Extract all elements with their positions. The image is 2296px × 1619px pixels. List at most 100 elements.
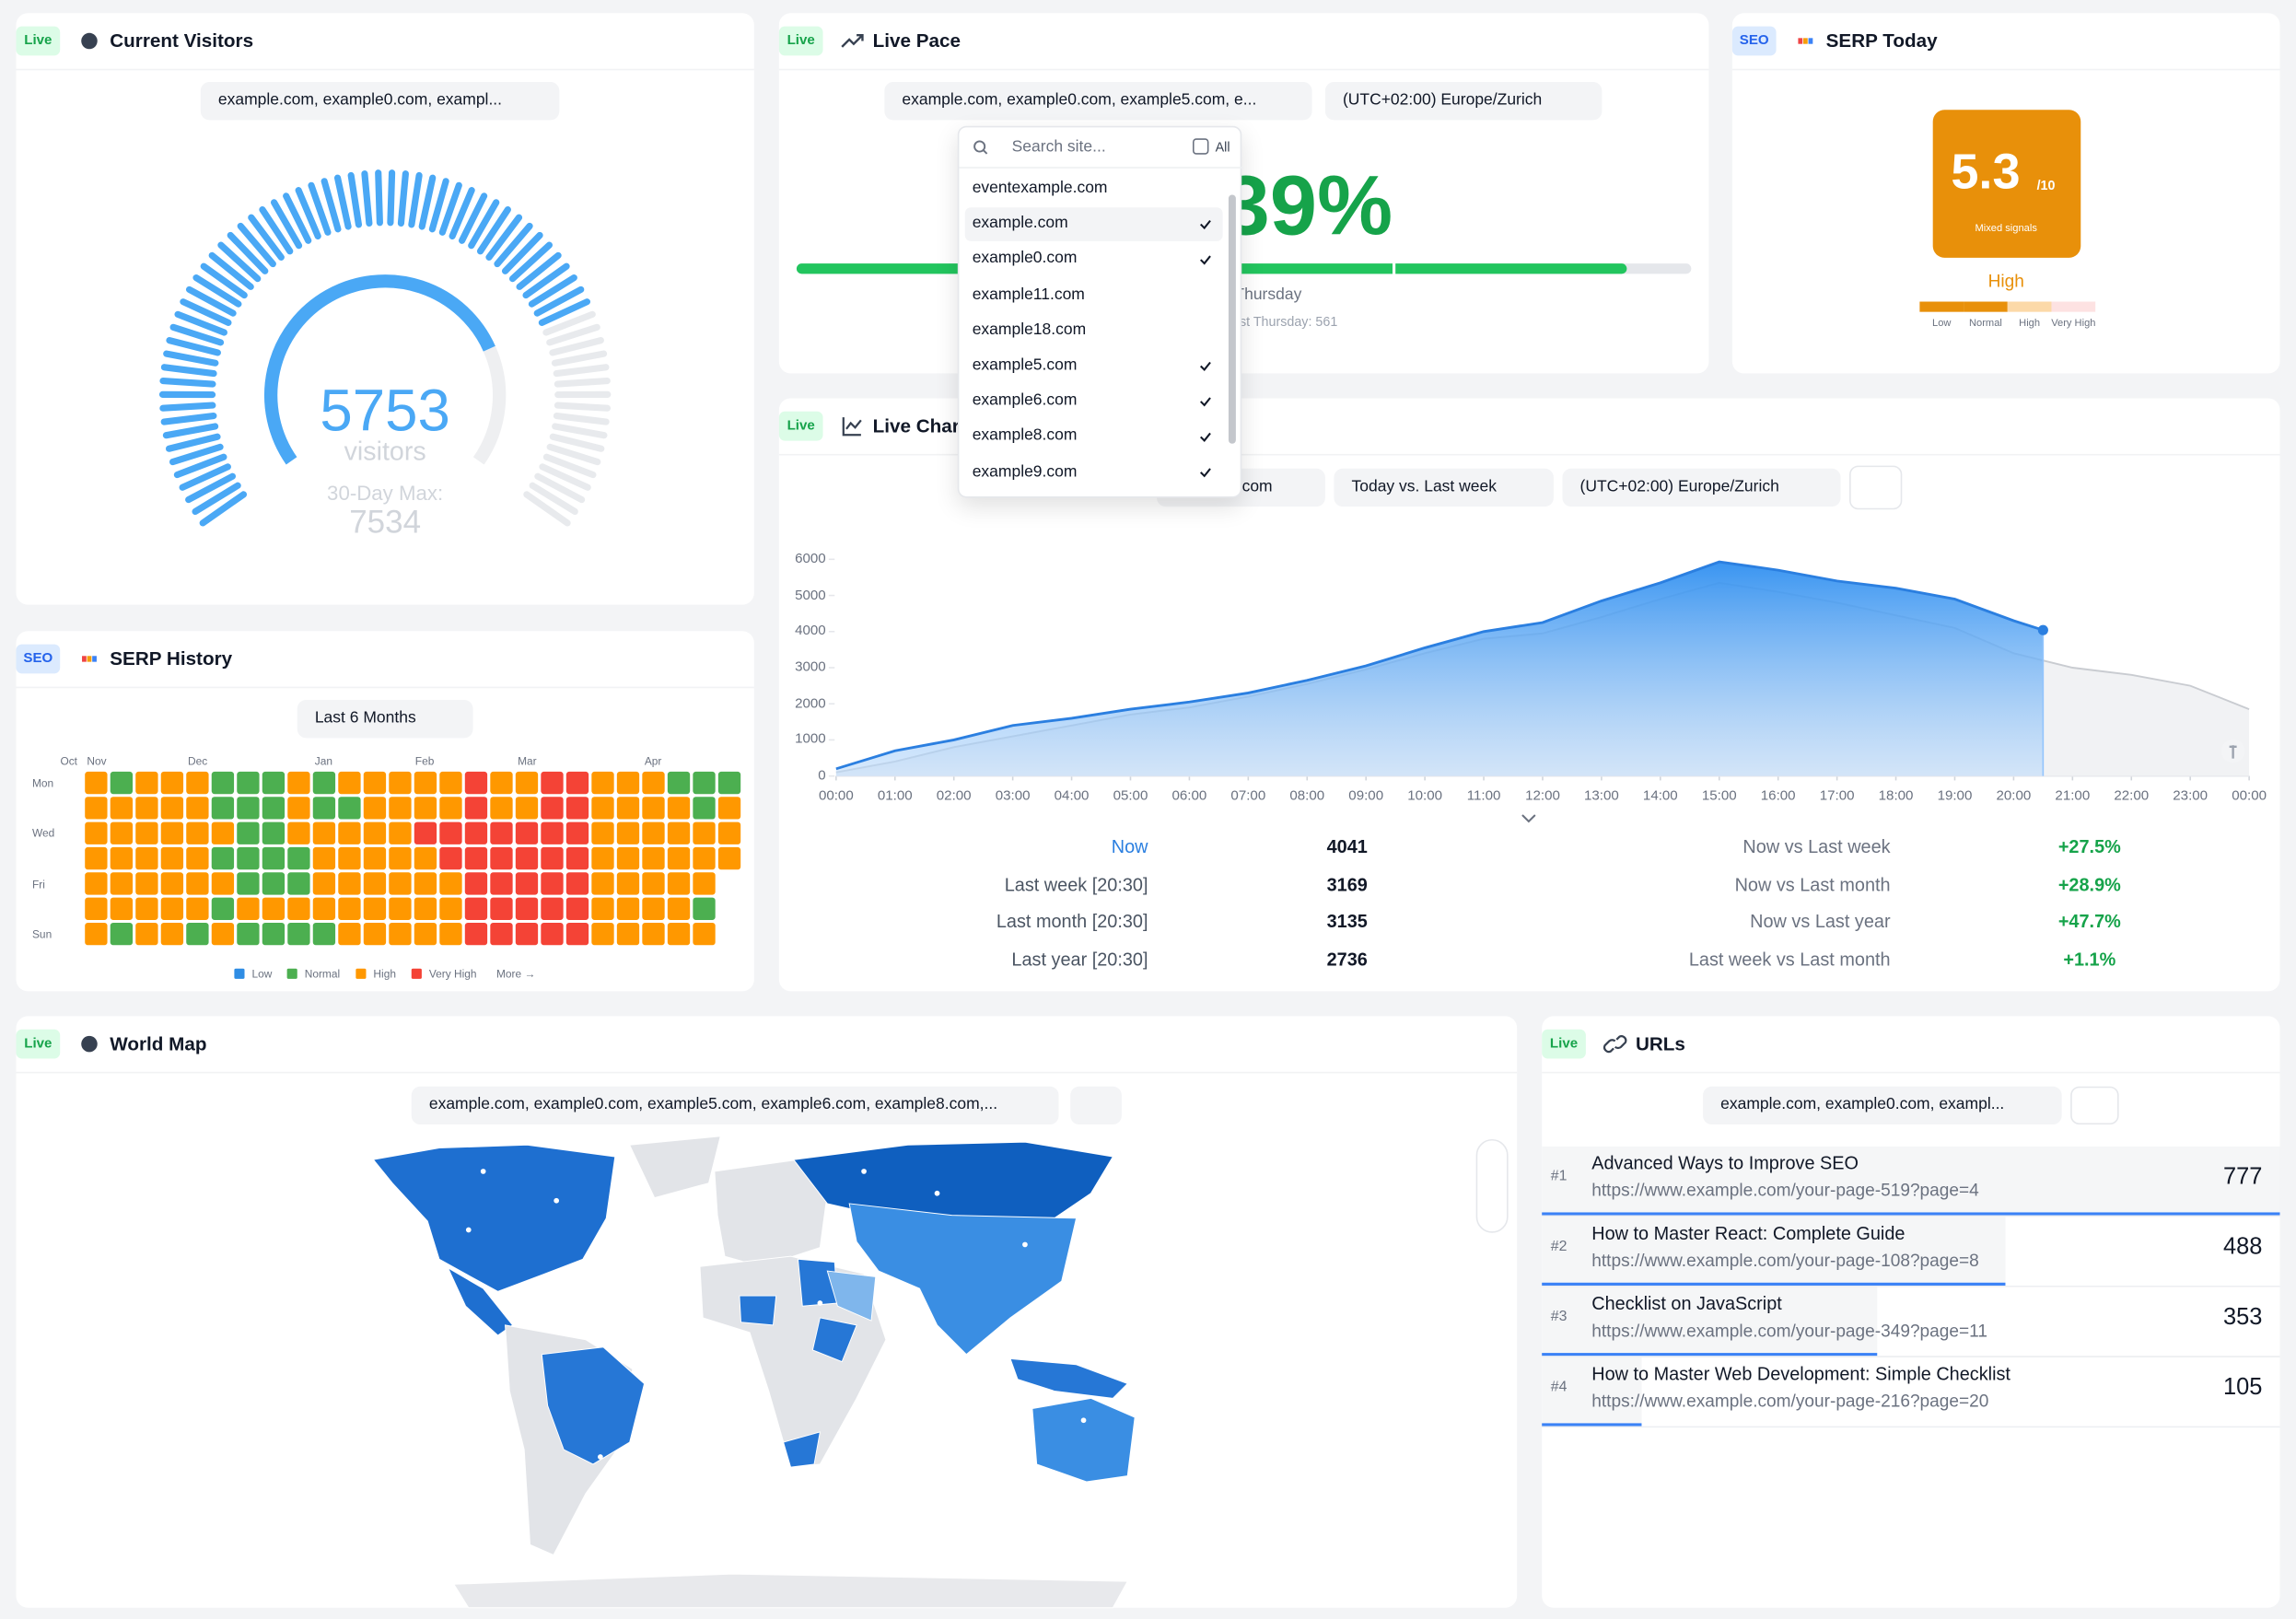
panel — [16, 631, 754, 992]
checkbox — [1192, 138, 1209, 155]
stat-value: 2736 — [1326, 949, 1368, 971]
select-text: Today vs. Last week — [1351, 477, 1497, 496]
divider — [16, 686, 754, 689]
url-title: Checklist on JavaScript — [1591, 1293, 1782, 1314]
y-tick-label: 0 — [818, 767, 826, 785]
badge — [778, 411, 823, 441]
badge-text: Live — [787, 417, 815, 435]
select[interactable] — [1703, 1086, 2062, 1125]
panel-title: Current Visitors — [110, 29, 254, 52]
day: Thursday — [1234, 285, 1302, 304]
layers-button[interactable] — [2070, 1086, 2119, 1125]
y-tick-label: 2000 — [795, 695, 826, 712]
x-tick-label: 03:00 — [995, 787, 1031, 805]
select[interactable] — [1334, 468, 1554, 507]
stat-value: 3169 — [1326, 874, 1368, 896]
select-text: example.com, example0.com, exampl... — [1720, 1095, 2005, 1113]
badge — [16, 1029, 61, 1059]
select[interactable] — [297, 699, 473, 739]
url-rank: #4 — [1550, 1379, 1568, 1396]
check-mark — [1200, 432, 1211, 442]
site-option: example8.com — [972, 426, 1078, 446]
select-text: (UTC+02:00) Europe/Zurich — [1579, 477, 1779, 496]
hover-row — [964, 207, 1223, 241]
x-tick-label: 09:00 — [1348, 787, 1384, 805]
caption: Mixed signals — [1975, 223, 2037, 235]
divider — [1542, 1071, 2280, 1074]
select[interactable] — [411, 1086, 1059, 1125]
divider — [16, 68, 754, 71]
divider — [778, 68, 1709, 71]
check-mark — [1200, 397, 1211, 407]
badge — [1731, 26, 1777, 56]
x-tick-label: 17:00 — [1819, 787, 1855, 805]
pace-percent: 39% — [1222, 158, 1393, 254]
url-count: 105 — [2222, 1375, 2263, 1401]
check-mark — [1200, 219, 1211, 230]
x-tick-label: 06:00 — [1171, 787, 1207, 805]
site-option: example5.com — [972, 355, 1078, 375]
comparison-label: Now vs Last week — [1742, 836, 1891, 857]
month-label: Apr — [644, 754, 662, 768]
stat-label: Last year [20:30] — [1011, 949, 1148, 971]
x-tick-label: 22:00 — [2114, 787, 2150, 805]
panel-title: Live Pace — [872, 29, 961, 52]
comparison-value: +1.1% — [2063, 949, 2116, 971]
x-tick-label: 01:00 — [877, 787, 913, 805]
last-value: Last Thursday: 561 — [1225, 314, 1338, 330]
more-link: More → — [495, 967, 536, 981]
score-denominator: /10 — [2036, 178, 2056, 193]
x-tick-label: 20:00 — [1996, 787, 2032, 805]
x-tick-label: 00:00 — [818, 787, 854, 805]
select[interactable] — [1324, 82, 1603, 121]
stat-label: Last month [20:30] — [996, 911, 1148, 932]
day-label: Sun — [31, 927, 52, 941]
badge — [16, 644, 61, 674]
legend-label: Normal — [304, 967, 341, 981]
url-title: How to Master React: Complete Guide — [1591, 1223, 1906, 1244]
select-text: example.com, example0.com, example5.com,… — [902, 91, 1257, 110]
site-option: example.com — [972, 215, 1068, 233]
comparison-label: Now vs Last month — [1734, 874, 1891, 896]
check-mark — [1200, 468, 1211, 478]
stat-value: 3135 — [1326, 911, 1368, 932]
month-label: Mar — [518, 754, 537, 768]
panel-title: Live Chart — [872, 414, 966, 437]
legend-label: Low — [251, 967, 273, 981]
comparison-value: +27.5% — [2057, 836, 2121, 857]
site-option: example9.com — [972, 462, 1078, 481]
panel-title: World Map — [110, 1032, 207, 1055]
url-address: https://www.example.com/your-page-216?pa… — [1591, 1391, 1989, 1412]
url-address: https://www.example.com/your-page-519?pa… — [1591, 1180, 1979, 1201]
x-tick-label: 12:00 — [1525, 787, 1560, 805]
select[interactable] — [884, 82, 1312, 121]
level: High — [1987, 270, 2024, 292]
select[interactable] — [1562, 468, 1841, 507]
check-mark — [1200, 255, 1211, 265]
panel-title: SERP Today — [1825, 29, 1938, 52]
panel-title: SERP History — [110, 647, 233, 670]
y-tick-label: 5000 — [795, 587, 826, 603]
x-tick-label: 16:00 — [1760, 787, 1796, 805]
day-label: Mon — [31, 776, 54, 790]
x-tick-label: 21:00 — [2055, 787, 2091, 805]
badge-text: Live — [787, 32, 815, 49]
scale-label: High — [2019, 319, 2041, 330]
download-button[interactable] — [1849, 465, 1903, 510]
badge-text: Live — [1549, 1035, 1579, 1053]
url-title: Advanced Ways to Improve SEO — [1591, 1153, 1859, 1174]
max-label: 30-Day Max: — [327, 481, 444, 505]
badge — [16, 26, 61, 56]
x-tick-label: 15:00 — [1701, 787, 1737, 805]
badge — [1542, 1029, 1586, 1059]
divider — [1731, 68, 2280, 71]
globe-button[interactable] — [1070, 1086, 1122, 1125]
url-rank: #2 — [1550, 1239, 1568, 1255]
stat-label: Last week [20:30] — [1004, 874, 1148, 896]
divider — [16, 1071, 1518, 1074]
select[interactable] — [200, 82, 560, 121]
scale-label: Low — [1932, 319, 1952, 330]
month-label: Feb — [414, 754, 435, 768]
x-tick-label: 11:00 — [1466, 787, 1501, 805]
